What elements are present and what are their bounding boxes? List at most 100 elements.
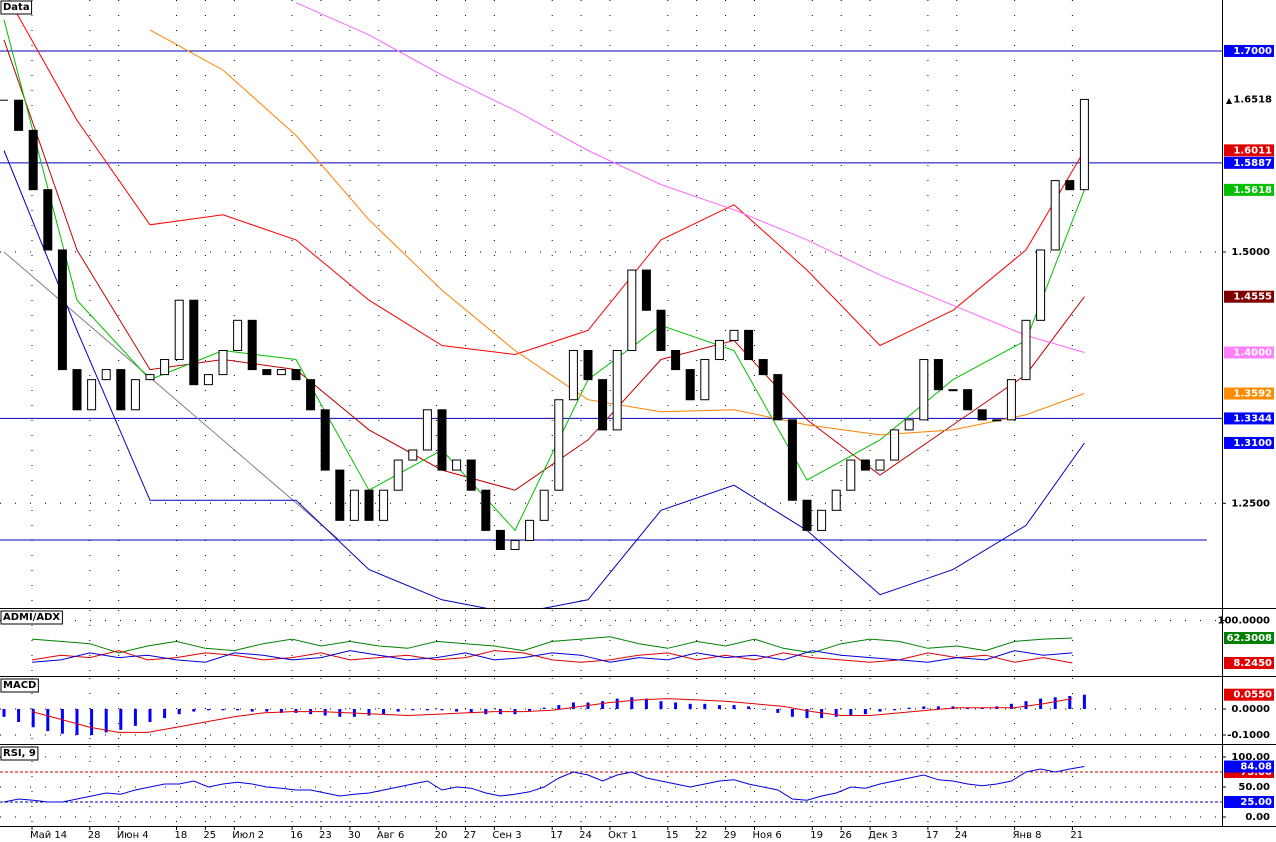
candle [233, 319, 243, 351]
candle [656, 309, 666, 351]
price-label: 1.4000 [1233, 347, 1272, 358]
y-tick-label: 0.0000 [1231, 704, 1270, 715]
candle [977, 409, 987, 421]
candle [320, 409, 330, 471]
histogram-bar [688, 703, 692, 709]
price-label: 0.0550 [1233, 690, 1272, 701]
price-label-box [1224, 656, 1274, 669]
x-tick-label: 16 [290, 830, 303, 841]
candle [598, 379, 608, 431]
histogram-bar [60, 708, 64, 734]
candle [349, 489, 359, 521]
histogram-bar [133, 708, 137, 726]
histogram-bar [1009, 703, 1013, 709]
histogram-bar [17, 708, 21, 722]
histogram-bar [46, 708, 50, 732]
price-label-box [1224, 795, 1274, 808]
indicator-line [149, 29, 1085, 436]
x-tick-label: 17 [926, 830, 939, 841]
price-label: 8.2450 [1233, 658, 1272, 669]
candle [583, 349, 593, 381]
candle [14, 99, 24, 131]
candle [831, 489, 841, 511]
y-tick-label: 1.5000 [1231, 247, 1270, 258]
candle [160, 359, 170, 376]
last-price-arrow [1226, 98, 1232, 104]
histogram-bar [601, 701, 605, 709]
candle [43, 189, 53, 251]
y-tick-label: -0.1000 [1227, 730, 1270, 741]
candle [1079, 98, 1089, 191]
histogram-bar [557, 705, 561, 709]
histogram-bar [163, 708, 167, 719]
histogram-bar [250, 708, 254, 712]
x-tick-label: Июл 2 [232, 830, 264, 841]
price-label-box [1224, 144, 1274, 157]
candle [145, 374, 155, 381]
candle [1006, 379, 1016, 421]
price-label: 1.3100 [1233, 438, 1272, 449]
candle [568, 349, 578, 401]
candle [554, 399, 564, 491]
candle [714, 339, 724, 361]
candle [510, 539, 520, 551]
histogram-bar [469, 708, 473, 713]
indicator-line [3, 19, 1085, 532]
candle [758, 359, 768, 376]
panel [0, 746, 1222, 826]
candle [773, 374, 783, 421]
panel-title: ADMI/ADX [3, 612, 60, 623]
histogram-bar [279, 708, 283, 713]
histogram-bar [90, 708, 94, 736]
indicator-line [3, 150, 1085, 608]
x-tick-label: 25 [203, 830, 216, 841]
candle [174, 299, 184, 361]
histogram-bar [382, 708, 386, 715]
x-tick-label: Окт 1 [608, 830, 637, 841]
candle [306, 379, 316, 411]
x-tick-label: Дек 3 [868, 830, 898, 841]
price-label-box [1224, 387, 1274, 400]
histogram-bar [367, 708, 371, 716]
indicator-line [3, 766, 1085, 803]
histogram-bar [703, 703, 707, 709]
price-label-box [1224, 436, 1274, 449]
price-label-box [1224, 688, 1274, 701]
candle [262, 369, 272, 376]
histogram-bar [294, 708, 298, 713]
candle [992, 419, 1002, 422]
candle [802, 499, 812, 531]
x-tick-label: 27 [464, 830, 477, 841]
candle [1036, 249, 1046, 321]
candle [539, 489, 549, 521]
x-tick-label: 23 [319, 830, 332, 841]
price-label-box [1224, 632, 1274, 645]
histogram-bar [542, 707, 546, 709]
histogram-bar [980, 707, 984, 709]
candle [890, 429, 900, 461]
candle [130, 379, 140, 411]
candle [627, 269, 637, 351]
candle [495, 529, 505, 551]
histogram-bar [732, 705, 736, 709]
histogram-bar [1082, 694, 1086, 709]
panel-title-box [0, 610, 63, 625]
price-label-box [1224, 156, 1274, 169]
candle [408, 449, 418, 461]
panel-title-box [0, 678, 39, 693]
candle [203, 374, 213, 386]
panel-title-box [0, 746, 39, 761]
x-tick-label: 22 [695, 830, 708, 841]
histogram-bar [571, 702, 575, 709]
histogram-bar [615, 698, 619, 709]
x-tick-label: 24 [955, 830, 968, 841]
candle [101, 369, 111, 381]
y-tick-label: 50.00 [1238, 782, 1270, 793]
x-tick-label: Авг 6 [377, 830, 405, 841]
candle [291, 369, 301, 381]
panel-title-box [0, 0, 33, 15]
x-tick-label: Июн 4 [117, 830, 149, 841]
candle [116, 369, 126, 411]
histogram-bar [659, 701, 663, 709]
price-label-box [1224, 183, 1274, 196]
